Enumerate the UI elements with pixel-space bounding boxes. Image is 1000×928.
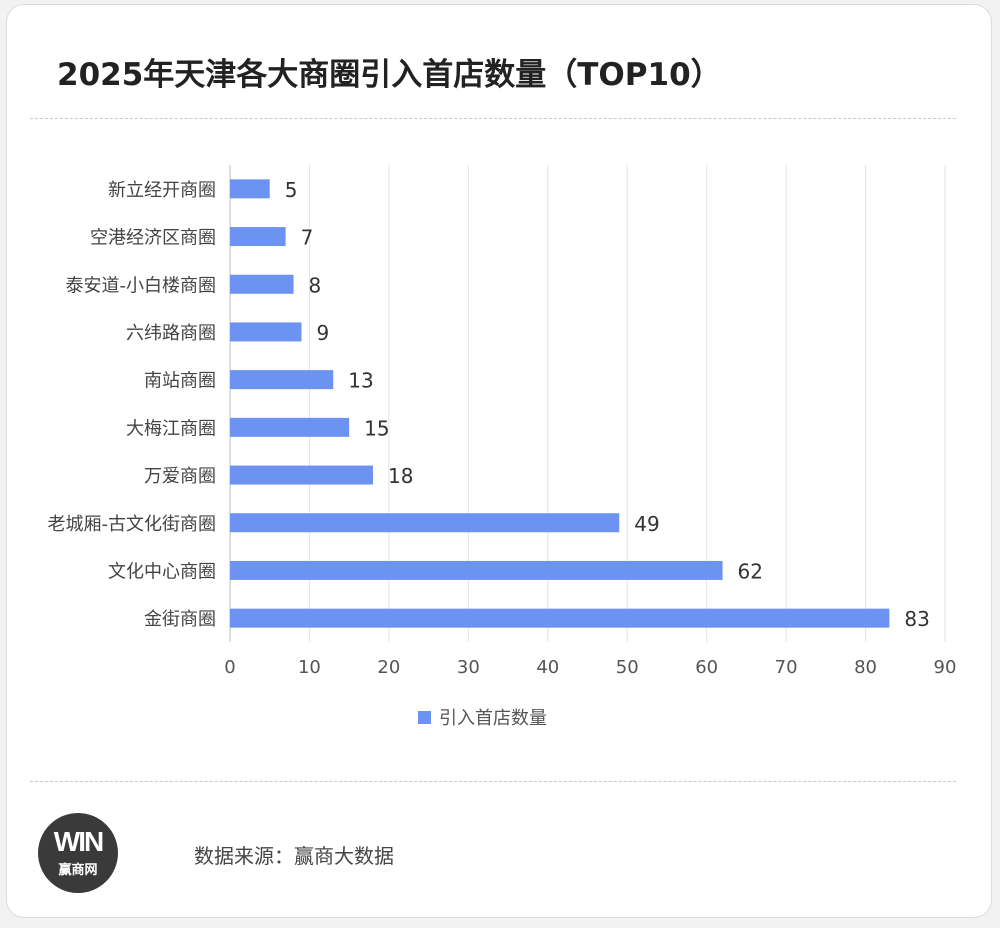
bar-chart: 0 10 20 30 40 50 60 70 80 90 新立经开商圈 5 空港经济区商圈 7 泰安道-小白… [48, 165, 957, 678]
chart-legend: 引入首店数量 [418, 704, 547, 730]
x-tick-label: 80 [854, 657, 877, 678]
x-tick-label: 0 [224, 657, 235, 678]
x-tick-label: 90 [934, 657, 957, 678]
bar [230, 227, 286, 247]
data-label: 83 [904, 607, 929, 631]
category-label: 南站商圈 [144, 371, 216, 392]
data-label: 5 [285, 178, 298, 202]
category-label: 新立经开商圈 [108, 180, 216, 201]
data-label: 7 [301, 226, 314, 250]
x-tick-label: 70 [775, 657, 798, 678]
data-label: 49 [634, 512, 659, 536]
title-divider [30, 118, 956, 119]
logo-mark: WIN [53, 826, 104, 857]
chart-card: 2025年天津各大商圈引入首店数量（TOP10） [6, 4, 992, 918]
bar [230, 465, 373, 485]
data-label: 9 [317, 321, 330, 345]
category-label: 空港经济区商圈 [90, 228, 216, 249]
footer-divider [30, 781, 956, 782]
category-label: 泰安道-小白楼商圈 [66, 275, 217, 296]
data-label: 8 [309, 273, 322, 297]
x-tick-label: 10 [298, 657, 321, 678]
x-tick-label: 60 [695, 657, 718, 678]
winshang-logo: WIN 赢商网 [38, 813, 118, 893]
category-label: 万爱商圈 [144, 466, 216, 487]
x-tick-label: 50 [616, 657, 639, 678]
legend-swatch [418, 710, 431, 724]
data-label: 62 [738, 559, 763, 583]
chart-title: 2025年天津各大商圈引入首店数量（TOP10） [57, 57, 722, 93]
x-tick-label: 30 [457, 657, 480, 678]
bar [230, 179, 270, 199]
category-label: 大梅江商圈 [126, 418, 216, 439]
category-label: 文化中心商圈 [108, 561, 216, 582]
bar [230, 322, 302, 342]
bar [230, 417, 350, 437]
x-tick-label: 40 [536, 657, 559, 678]
data-label: 15 [364, 416, 389, 440]
bar [230, 513, 620, 533]
legend-label: 引入首店数量 [439, 708, 547, 729]
x-tick-label: 20 [377, 657, 400, 678]
bar [230, 370, 334, 390]
data-source: 数据来源：赢商大数据 [194, 844, 394, 868]
bar [230, 608, 890, 628]
category-label: 金街商圈 [144, 609, 216, 630]
data-label: 18 [388, 464, 413, 488]
bar [230, 274, 294, 294]
bar [230, 560, 723, 580]
data-label: 13 [348, 369, 373, 393]
category-label: 六纬路商圈 [126, 323, 216, 344]
category-label: 老城厢-古文化街商圈 [48, 514, 217, 535]
logo-text: 赢商网 [58, 863, 98, 878]
